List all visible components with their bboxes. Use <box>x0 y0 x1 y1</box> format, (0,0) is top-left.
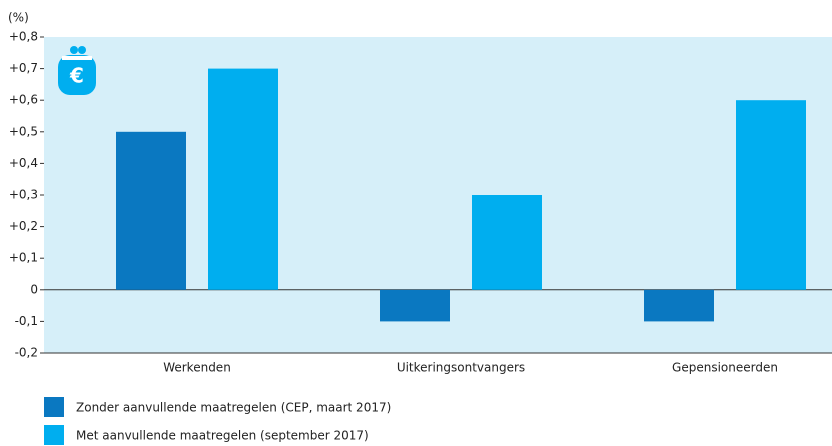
purse-icon: € <box>58 46 96 95</box>
legend-swatch <box>44 397 64 417</box>
y-tick-label: -0,1 <box>15 314 38 328</box>
y-tick-label: +0,3 <box>9 188 38 202</box>
y-tick-label: +0,7 <box>9 61 38 75</box>
bar <box>380 289 450 322</box>
y-tick-label: +0,5 <box>9 124 38 138</box>
y-unit: (%) <box>8 11 29 25</box>
bar <box>644 289 714 322</box>
y-tick-label: +0,1 <box>9 251 38 265</box>
y-tick-label: +0,8 <box>9 30 38 44</box>
legend-label: Met aanvullende maatregelen (september 2… <box>76 429 369 443</box>
x-tick-label: Werkenden <box>163 361 231 375</box>
bar <box>116 131 186 290</box>
svg-text:€: € <box>69 64 84 88</box>
legend-swatch <box>44 425 64 445</box>
y-tick-label: +0,2 <box>9 219 38 233</box>
x-tick-label: Uitkeringsontvangers <box>397 361 525 375</box>
y-tick-label: -0,2 <box>15 346 38 360</box>
bar <box>736 100 806 290</box>
y-tick-label: +0,4 <box>9 156 38 170</box>
x-tick-label: Gepensioneerden <box>672 361 778 375</box>
bar <box>208 68 278 290</box>
y-tick-label: 0 <box>30 282 38 296</box>
legend-label: Zonder aanvullende maatregelen (CEP, maa… <box>76 401 391 415</box>
bar <box>472 195 542 290</box>
y-tick-label: +0,6 <box>9 93 38 107</box>
